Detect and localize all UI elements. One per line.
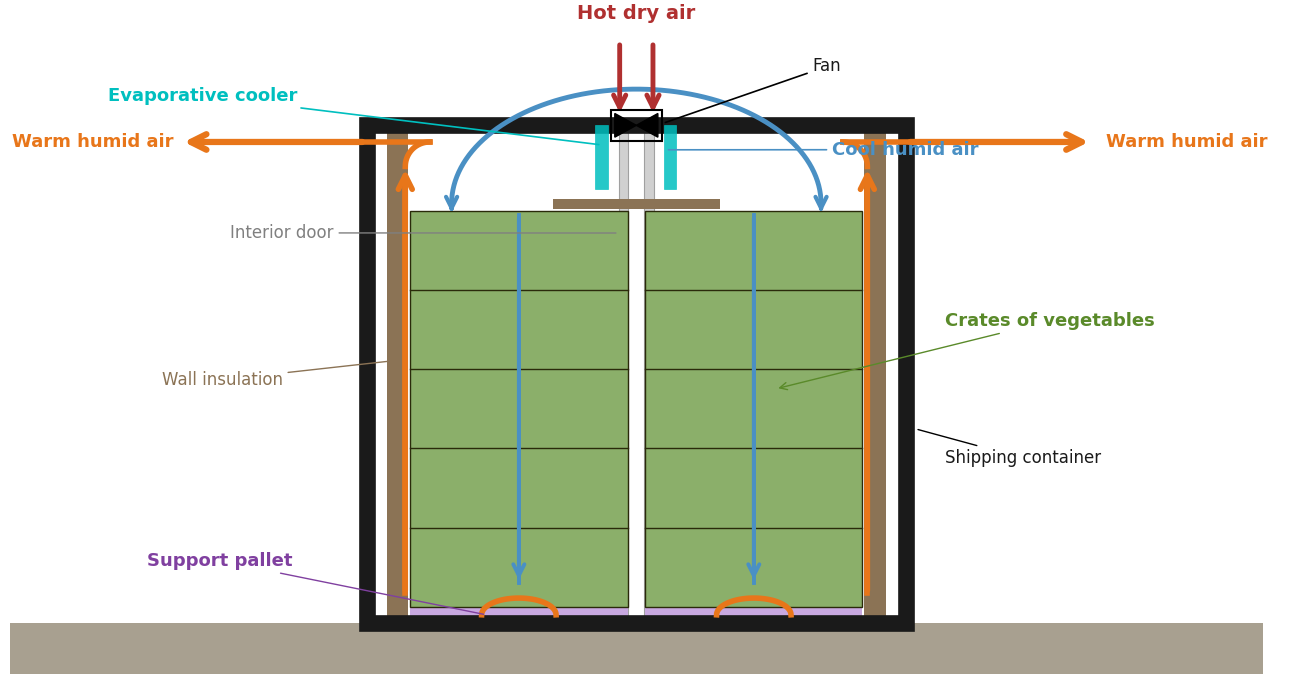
Text: Shipping container: Shipping container: [918, 429, 1101, 467]
Bar: [645, 607, 862, 622]
Polygon shape: [636, 113, 658, 137]
Bar: [386, 126, 408, 622]
Text: Evaporative cooler: Evaporative cooler: [108, 87, 599, 144]
Bar: [619, 126, 628, 622]
Bar: [367, 126, 906, 622]
Bar: [552, 198, 719, 209]
Text: Crates of vegetables: Crates of vegetables: [780, 312, 1154, 389]
Text: Cool humid air: Cool humid air: [668, 140, 979, 159]
Text: Warm humid air: Warm humid air: [1106, 133, 1268, 151]
Text: Support pallet: Support pallet: [147, 552, 484, 614]
Polygon shape: [615, 113, 636, 137]
Bar: [645, 211, 862, 607]
Bar: [864, 126, 887, 622]
Bar: [367, 126, 906, 622]
Text: Warm humid air: Warm humid air: [12, 133, 173, 151]
Bar: [10, 622, 1262, 674]
Text: Interior door: Interior door: [230, 224, 616, 242]
Text: Fan: Fan: [666, 57, 841, 122]
Bar: [411, 211, 628, 607]
Bar: [664, 126, 676, 189]
Bar: [411, 607, 628, 622]
Bar: [645, 126, 654, 622]
Bar: [595, 126, 608, 189]
Text: Hot dry air: Hot dry air: [577, 3, 696, 22]
Text: Wall insulation: Wall insulation: [161, 360, 395, 389]
